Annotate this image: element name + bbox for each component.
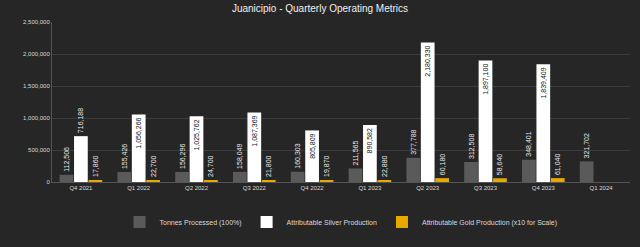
svg-text:17,860: 17,860 <box>92 155 99 177</box>
svg-text:Q2 2022: Q2 2022 <box>185 185 209 191</box>
svg-text:Q4 2022: Q4 2022 <box>301 185 325 191</box>
svg-text:Q4 2021: Q4 2021 <box>69 185 93 191</box>
svg-text:Q1 2022: Q1 2022 <box>127 185 151 191</box>
svg-text:2,180,330: 2,180,330 <box>424 45 431 76</box>
svg-text:1,087,369: 1,087,369 <box>251 115 258 146</box>
svg-text:1,025,762: 1,025,762 <box>193 119 200 150</box>
svg-text:2,000,000: 2,000,000 <box>23 51 50 57</box>
svg-text:890,582: 890,582 <box>366 128 373 153</box>
svg-text:716,188: 716,188 <box>77 108 84 133</box>
svg-text:Q3 2023: Q3 2023 <box>474 185 498 191</box>
svg-text:805,809: 805,809 <box>309 133 316 158</box>
svg-text:Q4 2023: Q4 2023 <box>532 185 556 191</box>
svg-text:1,897,100: 1,897,100 <box>482 64 489 95</box>
svg-text:24,700: 24,700 <box>207 155 214 177</box>
svg-text:1,056,266: 1,056,266 <box>135 117 142 148</box>
svg-text:1,500,000: 1,500,000 <box>23 83 50 89</box>
svg-text:112,506: 112,506 <box>63 147 70 172</box>
svg-text:58,640: 58,640 <box>496 154 503 176</box>
svg-text:Tonnes Processed (100%): Tonnes Processed (100%) <box>160 219 242 227</box>
svg-text:2,500,000: 2,500,000 <box>23 19 50 25</box>
svg-text:160,303: 160,303 <box>294 143 301 168</box>
svg-text:348,401: 348,401 <box>525 131 532 156</box>
svg-text:22,880: 22,880 <box>381 155 388 177</box>
svg-text:Attributable Gold Production (: Attributable Gold Production (x10 for Sc… <box>422 219 557 227</box>
svg-text:19,870: 19,870 <box>323 155 330 177</box>
svg-text:156,296: 156,296 <box>179 144 186 169</box>
svg-text:Attributable Silver Production: Attributable Silver Production <box>287 219 377 226</box>
svg-text:211,565: 211,565 <box>352 141 359 166</box>
svg-text:Q1 2023: Q1 2023 <box>358 185 382 191</box>
svg-text:21,800: 21,800 <box>265 155 272 177</box>
svg-text:321,702: 321,702 <box>583 133 590 158</box>
svg-text:Juanicipio - Quarterly Operati: Juanicipio - Quarterly Operating Metrics <box>232 3 408 14</box>
svg-text:60,180: 60,180 <box>439 154 446 176</box>
svg-text:22,700: 22,700 <box>150 155 157 177</box>
svg-text:155,426: 155,426 <box>121 144 128 169</box>
svg-text:0: 0 <box>46 179 50 185</box>
svg-text:377,788: 377,788 <box>410 129 417 154</box>
svg-text:312,508: 312,508 <box>468 134 475 159</box>
svg-text:1,000,000: 1,000,000 <box>23 115 50 121</box>
svg-text:500,000: 500,000 <box>28 147 50 153</box>
svg-text:Q3 2022: Q3 2022 <box>243 185 267 191</box>
svg-text:1,839,409: 1,839,409 <box>540 67 547 98</box>
svg-text:Q1 2024: Q1 2024 <box>590 185 614 191</box>
svg-text:158,049: 158,049 <box>236 143 243 168</box>
svg-text:61,040: 61,040 <box>554 154 561 176</box>
svg-text:Q2 2023: Q2 2023 <box>416 185 440 191</box>
